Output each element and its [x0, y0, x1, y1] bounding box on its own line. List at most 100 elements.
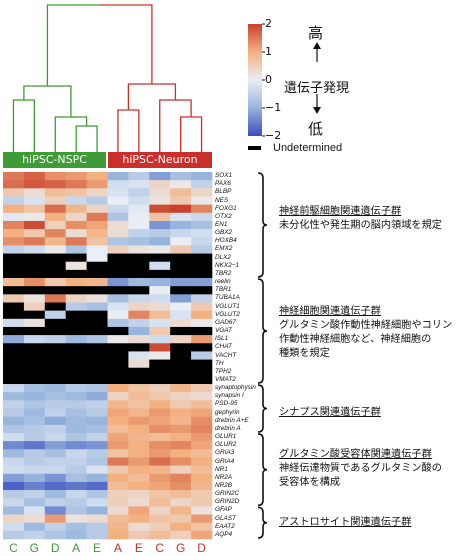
- sample-label-neuron: D: [197, 541, 206, 555]
- heatmap-cell: [65, 269, 87, 279]
- heatmap-cell: [149, 343, 171, 352]
- heatmap-cell: [44, 530, 66, 540]
- heatmap-cell: [44, 359, 66, 369]
- sample-label-neuron: C: [155, 541, 165, 555]
- heatmap-cell: [86, 457, 108, 466]
- heatmap-cell: [44, 180, 66, 189]
- gene-group-annotation: シナプス関連遺伝子群: [279, 406, 381, 420]
- heatmap-cell: [107, 237, 129, 246]
- heatmap-cell: [191, 188, 213, 197]
- heatmap-cell: [3, 286, 25, 295]
- heatmap-cell: [3, 408, 25, 417]
- heatmap-cell: [23, 302, 46, 311]
- heatmap-cell: [191, 449, 213, 458]
- heatmap-cell: [107, 261, 129, 271]
- heatmap-cell: [44, 326, 66, 336]
- heatmap-cell: [44, 172, 66, 181]
- gene-label: VGAT: [215, 327, 232, 335]
- heatmap-cell: [149, 245, 171, 254]
- heatmap-cell: [23, 286, 46, 295]
- gene-group-bracket: [257, 172, 268, 278]
- heatmap-cell: [86, 367, 108, 377]
- heatmap-cell: [3, 261, 25, 271]
- heatmap-cell: [86, 432, 108, 442]
- heatmap-cell: [191, 180, 213, 189]
- heatmap-cell: [170, 530, 192, 540]
- gene-group-description: 種類を規定: [279, 348, 330, 359]
- heatmap-cell: [44, 335, 66, 344]
- heatmap-cell: [170, 253, 192, 263]
- heatmap-cell: [86, 335, 108, 344]
- heatmap-cell: [44, 408, 66, 417]
- heatmap-cell: [170, 400, 192, 409]
- heatmap-cell: [107, 465, 129, 475]
- heatmap-cell: [170, 220, 192, 230]
- heatmap-cell: [44, 416, 66, 426]
- legend-title: 遺伝子発現: [284, 81, 350, 96]
- heatmap-cell: [128, 522, 150, 532]
- heatmap-cell: [170, 367, 192, 377]
- heatmap-cell: [44, 261, 66, 271]
- heatmap-cell: [86, 294, 108, 303]
- heatmap-cell: [149, 424, 171, 434]
- heatmap-cell: [23, 196, 46, 205]
- gene-label: NES: [215, 196, 229, 204]
- heatmap-cell: [3, 326, 25, 336]
- heatmap-cell: [65, 318, 87, 328]
- heatmap-cell: [65, 473, 87, 483]
- heatmap-cell: [44, 286, 66, 295]
- heatmap-cell: [65, 245, 87, 254]
- heatmap-cell: [149, 359, 171, 369]
- heatmap-cell: [149, 318, 171, 328]
- heatmap-cell: [170, 449, 192, 458]
- heatmap-cell: [44, 294, 66, 303]
- heatmap-cell: [86, 212, 108, 222]
- heatmap-cell: [107, 172, 129, 181]
- heatmap-cell: [107, 318, 129, 328]
- heatmap-cell: [3, 335, 25, 344]
- gene-label: BLBP: [215, 188, 232, 196]
- sample-label-neuron: A: [113, 541, 122, 555]
- heatmap-cell: [128, 465, 150, 475]
- heatmap-cell: [65, 286, 87, 295]
- heatmap-cell: [191, 367, 213, 377]
- heatmap-cell: [191, 465, 213, 475]
- heatmap-cell: [107, 278, 129, 287]
- heatmap-cell: [149, 375, 171, 385]
- gene-label: synaptophysin: [215, 384, 256, 392]
- gene-label: TUBA1A: [215, 294, 240, 302]
- heatmap-cell: [44, 310, 66, 320]
- heatmap-cell: [23, 498, 46, 507]
- heatmap-cell: [65, 367, 87, 377]
- heatmap-cell: [191, 261, 213, 271]
- heatmap-cell: [149, 237, 171, 246]
- heatmap-cell: [3, 204, 25, 214]
- heatmap-cell: [170, 473, 192, 483]
- gene-label: EAAT2: [215, 522, 235, 530]
- heatmap-cell: [191, 172, 213, 181]
- heatmap-cell: [23, 432, 46, 442]
- heatmap-cell: [128, 188, 150, 197]
- heatmap-cell: [170, 310, 192, 320]
- heatmap-cell: [170, 441, 192, 450]
- heatmap-cell: [170, 457, 192, 466]
- heatmap-cell: [44, 481, 66, 491]
- heatmap-cell: [23, 172, 46, 181]
- heatmap-cell: [44, 253, 66, 263]
- heatmap-cell: [3, 367, 25, 377]
- heatmap-cell: [44, 384, 66, 393]
- heatmap-cell: [3, 253, 25, 263]
- heatmap-cell: [149, 326, 171, 336]
- heatmap-cell: [44, 506, 66, 515]
- heatmap-cell: [107, 343, 129, 352]
- heatmap: [3, 172, 213, 540]
- heatmap-cell: [107, 457, 129, 466]
- dendrogram-root-left: [46, 4, 100, 86]
- heatmap-cell: [128, 490, 150, 499]
- heatmap-cell: [3, 384, 25, 393]
- heatmap-cell: [44, 212, 66, 222]
- heatmap-cell: [149, 490, 171, 499]
- heatmap-cell: [65, 335, 87, 344]
- heatmap-cell: [86, 286, 108, 295]
- heatmap-cell: [170, 432, 192, 442]
